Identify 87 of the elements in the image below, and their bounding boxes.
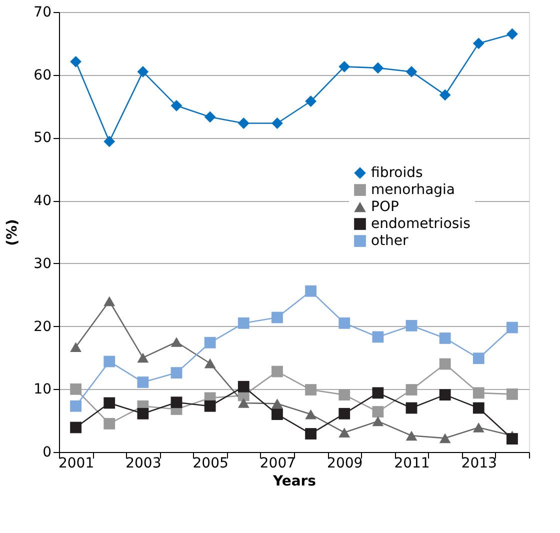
x-tick-label: 2013	[461, 456, 497, 472]
point	[372, 416, 384, 426]
point	[305, 96, 316, 107]
point	[204, 336, 216, 348]
point	[272, 312, 283, 324]
point	[338, 389, 350, 400]
point	[170, 396, 182, 408]
legend-label: POP	[371, 199, 399, 215]
point	[272, 118, 283, 129]
x-tick-label: 2011	[394, 456, 430, 472]
point	[338, 428, 350, 438]
point	[406, 402, 418, 414]
point	[506, 433, 518, 444]
y-tick-label: 10	[34, 382, 52, 398]
x-tick-label: 2009	[327, 456, 363, 472]
point	[506, 322, 518, 334]
legend-label: other	[371, 233, 409, 249]
point	[472, 38, 484, 50]
point	[170, 100, 182, 112]
point	[406, 320, 418, 332]
point	[506, 388, 518, 400]
point	[104, 397, 116, 409]
y-axis-title: (%)	[4, 219, 21, 246]
point	[70, 56, 82, 68]
point	[439, 389, 451, 400]
legend-label: menorhagia	[371, 182, 456, 198]
point	[70, 383, 82, 395]
point	[506, 28, 518, 40]
point	[137, 408, 149, 420]
point	[305, 409, 316, 420]
point	[170, 367, 182, 378]
point	[372, 331, 384, 343]
y-tick-label: 70	[34, 4, 52, 20]
x-tick-label: 2003	[126, 456, 162, 472]
point	[204, 111, 216, 123]
x-axis-title: Years	[272, 474, 316, 490]
point	[439, 358, 451, 370]
point	[406, 66, 418, 78]
point	[338, 60, 350, 72]
point	[104, 418, 116, 430]
point	[372, 406, 384, 418]
point	[104, 136, 116, 148]
y-tick-label: 40	[34, 193, 52, 210]
y-tick-label: 30	[34, 256, 52, 272]
point	[372, 387, 384, 399]
point	[104, 296, 116, 306]
point	[472, 352, 484, 364]
y-tick-label: 20	[34, 318, 52, 335]
point	[137, 376, 149, 388]
point	[204, 358, 216, 368]
x-tick-label: 2007	[260, 456, 296, 472]
point	[439, 89, 451, 101]
point	[406, 430, 418, 441]
point	[137, 66, 149, 78]
point	[472, 387, 484, 399]
point	[272, 398, 283, 409]
point	[104, 356, 116, 368]
point	[372, 62, 384, 74]
point	[272, 408, 283, 420]
x-tick-label: 2001	[58, 456, 94, 472]
point	[472, 422, 484, 432]
point	[204, 400, 216, 412]
point	[338, 317, 350, 329]
y-tick-label: 60	[34, 67, 52, 84]
point	[338, 408, 350, 420]
point	[238, 398, 250, 408]
y-tick-label: 50	[34, 130, 52, 146]
point	[439, 433, 451, 444]
y-tick-label: 0	[42, 444, 52, 460]
point	[70, 400, 82, 412]
point	[439, 332, 451, 344]
point	[305, 428, 316, 440]
legend-label: fibroids	[371, 165, 423, 181]
point	[238, 118, 250, 129]
legend-label: endometriosis	[371, 216, 470, 232]
point	[238, 317, 250, 329]
point	[472, 402, 484, 414]
point	[137, 352, 149, 363]
point	[70, 422, 82, 434]
point	[305, 384, 316, 396]
x-tick-label: 2005	[192, 456, 228, 472]
point	[272, 366, 283, 378]
point	[238, 380, 250, 392]
point	[170, 337, 182, 347]
point	[305, 285, 316, 297]
point	[406, 384, 418, 396]
point	[70, 342, 82, 352]
